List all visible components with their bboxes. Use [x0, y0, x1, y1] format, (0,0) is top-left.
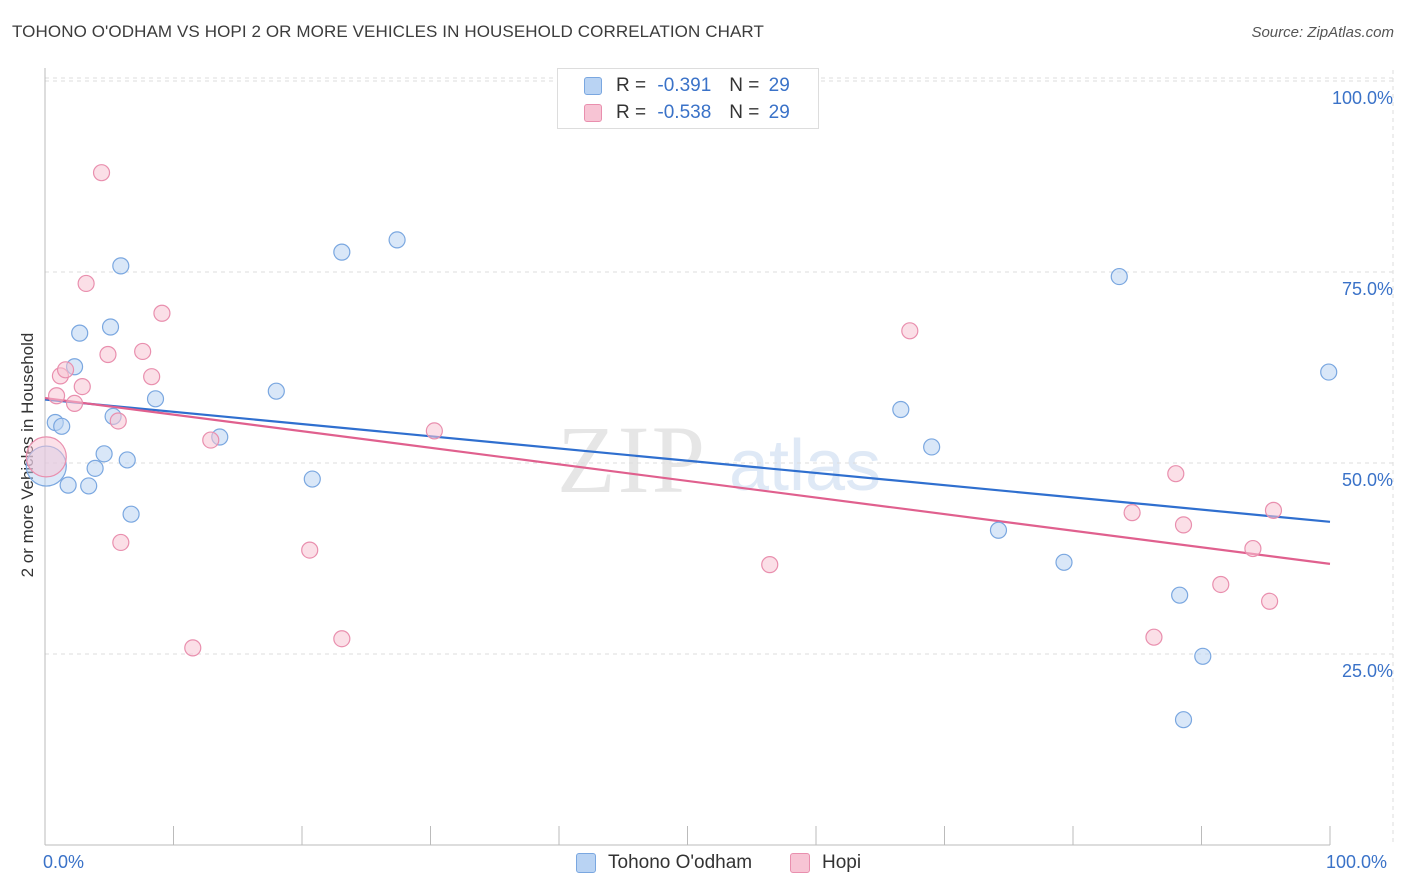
- point-hopi: [65, 394, 84, 413]
- point-hopi: [1212, 575, 1230, 594]
- trend-lines: [44, 396, 1331, 565]
- point-tohono: [1320, 363, 1338, 381]
- point-hopi: [143, 368, 161, 386]
- point-tohono: [1055, 553, 1073, 571]
- grid: [45, 70, 1394, 845]
- legend-n-label: N =: [729, 75, 760, 96]
- point-hopi: [47, 387, 66, 405]
- point-tohono: [71, 324, 89, 342]
- point-hopi: [425, 422, 443, 440]
- point-tohono: [267, 382, 285, 400]
- point-hopi: [1174, 516, 1193, 534]
- source-label: Source: ZipAtlas.com: [1251, 24, 1394, 41]
- point-tohono: [118, 451, 136, 469]
- y-tick-label: 75.0%: [1342, 279, 1393, 299]
- point-hopi: [761, 556, 779, 574]
- legend-n-value: 29: [768, 75, 790, 96]
- x-tick-label-max: 100.0%: [1326, 852, 1388, 872]
- legend-r-value: -0.391: [657, 75, 712, 96]
- series-name-tohono: Tohono O'odham: [608, 852, 753, 873]
- trend-line-tohono: [44, 398, 1331, 523]
- point-hopi: [25, 436, 67, 478]
- point-tohono: [303, 470, 321, 488]
- legend-row-hopi: R = -0.538 N = 29: [584, 101, 790, 125]
- point-hopi: [1261, 592, 1279, 610]
- point-hopi: [1264, 501, 1283, 519]
- point-hopi: [153, 304, 171, 322]
- series-legend-tohono[interactable]: Tohono O'odham: [576, 852, 752, 874]
- point-tohono: [146, 390, 165, 408]
- correlation-legend: R = -0.391 N = 29 R = -0.538 N = 29: [557, 68, 819, 129]
- point-hopi: [184, 639, 202, 657]
- chart-title: TOHONO O'ODHAM VS HOPI 2 OR MORE VEHICLE…: [12, 22, 764, 41]
- point-tohono: [333, 243, 351, 261]
- x-tick-label-min: 0.0%: [43, 852, 85, 872]
- point-tohono: [1174, 711, 1193, 729]
- point-tohono: [1171, 586, 1189, 604]
- point-hopi: [1145, 628, 1163, 646]
- series-swatch-pink: [790, 853, 810, 873]
- point-tohono: [1194, 647, 1212, 665]
- data-points: [25, 164, 1338, 729]
- legend-r-label: R =: [616, 75, 647, 96]
- point-hopi: [202, 431, 220, 449]
- point-tohono: [53, 417, 71, 435]
- point-hopi: [112, 533, 130, 552]
- point-hopi: [92, 164, 111, 182]
- point-tohono: [923, 438, 941, 456]
- point-tohono: [892, 400, 910, 419]
- point-tohono: [1110, 267, 1128, 286]
- series-legend: Tohono O'odham Hopi: [0, 852, 1406, 876]
- point-hopi: [109, 412, 127, 430]
- point-hopi: [1167, 465, 1185, 483]
- y-tick-label: 25.0%: [1342, 661, 1393, 681]
- point-tohono: [59, 476, 77, 494]
- axes: 25.0% 50.0% 75.0% 100.0%: [44, 68, 1393, 846]
- legend-swatch-pink: [584, 104, 602, 122]
- legend-r-label: R =: [616, 102, 647, 123]
- point-hopi: [56, 361, 75, 379]
- point-hopi: [1123, 504, 1141, 522]
- point-hopi: [333, 630, 351, 648]
- watermark: ZIP atlas: [557, 406, 881, 513]
- point-hopi: [1244, 539, 1262, 558]
- series-legend-hopi[interactable]: Hopi: [790, 852, 861, 874]
- point-hopi: [99, 345, 117, 364]
- point-hopi: [301, 541, 319, 559]
- y-tick-label: 50.0%: [1342, 470, 1393, 490]
- point-hopi: [901, 322, 919, 340]
- series-swatch-blue: [576, 853, 596, 873]
- legend-swatch-blue: [584, 77, 602, 95]
- point-tohono: [86, 459, 104, 477]
- point-hopi: [77, 274, 95, 293]
- point-tohono: [80, 477, 98, 495]
- point-tohono: [122, 505, 140, 523]
- point-tohono: [388, 231, 406, 249]
- y-tick-label: 100.0%: [1332, 88, 1393, 108]
- legend-n-label: N =: [729, 102, 760, 123]
- legend-r-value: -0.538: [657, 102, 712, 123]
- legend-row-tohono: R = -0.391 N = 29: [584, 74, 790, 98]
- point-hopi: [73, 378, 91, 396]
- point-tohono: [112, 257, 130, 275]
- point-tohono: [101, 318, 120, 336]
- point-tohono: [989, 521, 1008, 539]
- point-hopi: [134, 342, 152, 361]
- legend-n-value: 29: [768, 102, 790, 123]
- trend-line-hopi: [44, 396, 1331, 565]
- series-name-hopi: Hopi: [822, 852, 862, 873]
- point-tohono: [95, 445, 113, 463]
